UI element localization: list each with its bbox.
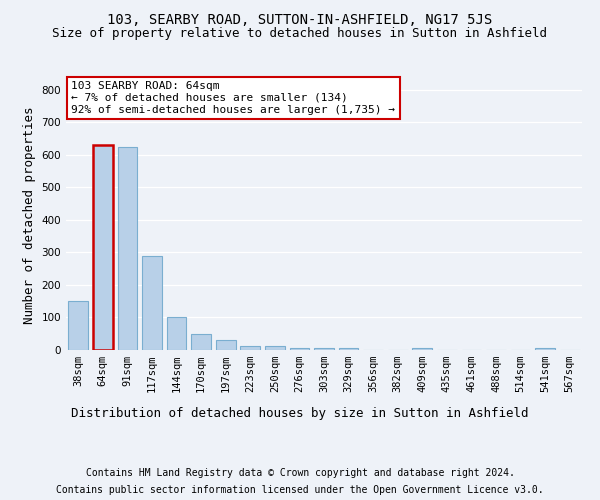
Y-axis label: Number of detached properties: Number of detached properties	[23, 106, 36, 324]
Bar	[93, 145, 113, 350]
Bar	[412, 348, 432, 350]
Text: 103, SEARBY ROAD, SUTTON-IN-ASHFIELD, NG17 5JS: 103, SEARBY ROAD, SUTTON-IN-ASHFIELD, NG…	[107, 12, 493, 26]
Text: Size of property relative to detached houses in Sutton in Ashfield: Size of property relative to detached ho…	[53, 28, 548, 40]
Bar	[191, 334, 211, 350]
Bar	[265, 346, 284, 350]
Text: Contains public sector information licensed under the Open Government Licence v3: Contains public sector information licen…	[56, 485, 544, 495]
Bar	[241, 346, 260, 350]
Bar	[535, 348, 555, 350]
Bar	[339, 348, 358, 350]
Bar	[290, 348, 309, 350]
Bar	[314, 348, 334, 350]
Bar	[216, 340, 236, 350]
Bar	[142, 256, 162, 350]
Bar	[167, 318, 187, 350]
Text: 103 SEARBY ROAD: 64sqm
← 7% of detached houses are smaller (134)
92% of semi-det: 103 SEARBY ROAD: 64sqm ← 7% of detached …	[71, 82, 395, 114]
Text: Contains HM Land Registry data © Crown copyright and database right 2024.: Contains HM Land Registry data © Crown c…	[86, 468, 514, 477]
Bar	[68, 301, 88, 350]
Bar	[118, 146, 137, 350]
Text: Distribution of detached houses by size in Sutton in Ashfield: Distribution of detached houses by size …	[71, 408, 529, 420]
